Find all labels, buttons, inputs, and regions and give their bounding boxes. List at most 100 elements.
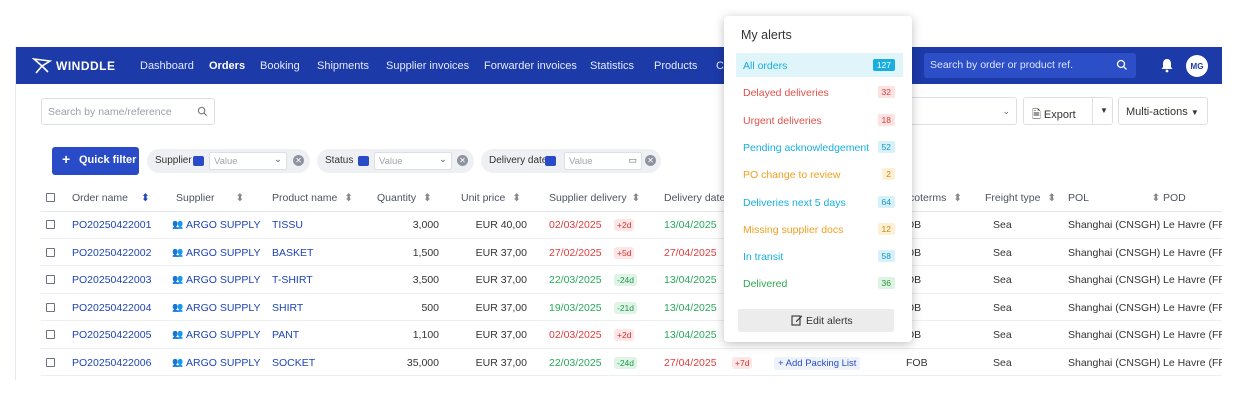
alert-label: Missing supplier docs	[743, 223, 844, 236]
brand-logo[interactable]: WINDDLE	[32, 57, 116, 74]
product-name-link[interactable]: SHIRT	[272, 301, 304, 314]
row-checkbox[interactable]	[46, 275, 55, 284]
order-search-input[interactable]: Search by name/reference	[41, 98, 215, 125]
alert-item[interactable]: PO change to review 2	[736, 162, 903, 186]
sort-icon: ⬍	[631, 192, 641, 204]
sort-icon: ⬍	[512, 192, 522, 204]
row-checkbox[interactable]	[46, 302, 55, 312]
supplier-name-link[interactable]: ARGO SUPPLY	[186, 329, 261, 341]
operator-icon[interactable]	[545, 156, 556, 166]
caret-down-icon: ▼	[1190, 108, 1199, 117]
alert-count-badge: 36	[877, 277, 895, 290]
order-name-link[interactable]: PO20250422003	[72, 274, 152, 286]
alert-item[interactable]: Missing supplier docs 12	[736, 217, 903, 241]
nav-dashboard[interactable]: Dashboard	[140, 60, 194, 72]
user-avatar[interactable]: MG	[1186, 55, 1208, 77]
row-checkbox[interactable]	[46, 247, 55, 257]
row-checkbox[interactable]	[46, 357, 55, 367]
product-name-link[interactable]: SOCKET	[272, 356, 316, 369]
column-header-quantity[interactable]: Quantity ⬍	[377, 192, 432, 204]
nav-forwarder-invoices[interactable]: Forwarder invoices	[484, 60, 577, 72]
alert-item[interactable]: In transit 58	[736, 244, 903, 268]
product-name-link[interactable]: TISSU	[272, 219, 303, 231]
row-checkbox[interactable]	[46, 330, 55, 339]
chevron-down-icon: ⌄	[439, 154, 447, 165]
supplier-name-link[interactable]: ARGO SUPPLY	[186, 246, 261, 259]
supplier-name-link[interactable]: ARGO SUPPLY	[186, 356, 261, 369]
nav-products[interactable]: Products	[654, 60, 698, 72]
nav-booking[interactable]: Booking	[260, 60, 300, 72]
bell-icon[interactable]	[1160, 58, 1174, 73]
clear-filter-icon[interactable]: ✕	[293, 155, 304, 166]
edit-alerts-button[interactable]: Edit alerts	[738, 309, 894, 332]
filter-placeholder: Value	[569, 156, 593, 167]
caret-down-icon[interactable]: ▼	[1100, 106, 1108, 115]
multi-actions-button[interactable]: Multi-actions ▼	[1118, 97, 1208, 125]
supplier-name-link[interactable]: ARGO SUPPLY	[186, 219, 261, 231]
column-header-freight-type[interactable]: Freight type ⬍	[985, 192, 1056, 204]
filter-chip-delivery-date[interactable]: Delivery date Value ▭ ✕	[481, 149, 661, 173]
unit-price-value: EUR 37,00	[475, 274, 527, 286]
column-header-delivery-date[interactable]: Delivery date	[664, 192, 726, 204]
pod-value: Le Havre (FRL	[1163, 219, 1222, 231]
order-name-link[interactable]: PO20250422001	[72, 219, 152, 231]
select-all-checkbox[interactable]	[46, 193, 55, 202]
filter-value-select[interactable]: Value ⌄	[374, 152, 452, 170]
unit-price-value: EUR 37,00	[475, 301, 527, 314]
nav-orders[interactable]: Orders	[209, 60, 246, 72]
order-name-link[interactable]: PO20250422002	[72, 246, 152, 259]
export-button[interactable]: 🗎 Export ▼	[1023, 97, 1113, 125]
column-header-supplier-delivery[interactable]: Supplier delivery ⬍	[549, 192, 640, 204]
product-name-link[interactable]: PANT	[272, 329, 300, 341]
column-header-pod[interactable]: POD	[1163, 192, 1186, 204]
nav-shipments[interactable]: Shipments	[317, 60, 369, 72]
sort-icon: ⬍	[140, 192, 150, 204]
product-name-link[interactable]: T-SHIRT	[272, 274, 313, 286]
freight-type-value: Sea	[993, 356, 1012, 369]
pol-value: Shanghai (CNSGH)	[1068, 274, 1161, 286]
global-search-input[interactable]: Search by order or product ref.	[924, 53, 1136, 78]
export-divider	[1092, 98, 1093, 124]
order-name-link[interactable]: PO20250422004	[72, 301, 152, 314]
header-label: Supplier delivery	[549, 192, 627, 204]
delivery-date: 13/04/2025	[664, 219, 717, 231]
clear-filter-icon[interactable]: ✕	[645, 155, 656, 166]
order-name-link[interactable]: PO20250422005	[72, 329, 152, 341]
supplier-people-icon: 👥	[172, 329, 184, 339]
alert-item[interactable]: Delivered 36	[736, 271, 903, 295]
filter-value-select[interactable]: Value ⌄	[209, 152, 287, 170]
clear-filter-icon[interactable]: ✕	[457, 155, 468, 166]
order-name-link[interactable]: PO20250422006	[72, 356, 152, 369]
alert-item[interactable]: All orders 127	[736, 53, 903, 77]
add-packing-list-button[interactable]: + Add Packing List	[774, 356, 861, 370]
filter-chip-status[interactable]: Status Value ⌄ ✕	[317, 149, 474, 173]
supplier-delivery-date: 19/03/2025	[549, 301, 602, 314]
column-header-supplier[interactable]: Supplier ⬍	[176, 192, 244, 204]
quick-filter-button[interactable]: + Quick filter	[52, 147, 139, 175]
supplier-name-link[interactable]: ARGO SUPPLY	[186, 274, 261, 286]
filter-chip-supplier[interactable]: Supplier Value ⌄ ✕	[147, 149, 310, 173]
alert-item[interactable]: Delayed deliveries 32	[736, 80, 903, 104]
alert-item[interactable]: Pending acknowledgement 52	[736, 135, 903, 159]
operator-icon[interactable]	[193, 156, 204, 166]
nav-supplier-invoices[interactable]: Supplier invoices	[386, 60, 470, 72]
row-checkbox[interactable]	[46, 220, 55, 229]
unit-price-value: EUR 40,00	[475, 219, 527, 231]
column-header-unit-price[interactable]: Unit price ⬍	[461, 192, 521, 204]
column-header-order-name[interactable]: Order name ⬍	[72, 192, 150, 204]
freight-type-value: Sea	[993, 329, 1012, 341]
alert-item[interactable]: Urgent deliveries 18	[736, 108, 903, 132]
sort-icon: ⬍	[344, 192, 354, 204]
operator-icon[interactable]	[358, 156, 369, 166]
alert-item[interactable]: Deliveries next 5 days 64	[736, 190, 903, 214]
column-header-incoterms[interactable]: coterms ⬍	[909, 192, 962, 204]
supplier-delay-badge: -24d	[614, 274, 638, 286]
column-header-pol[interactable]: POL ⬍	[1068, 192, 1160, 204]
header-label: Supplier	[176, 192, 215, 204]
date-value-input[interactable]: Value ▭	[564, 152, 642, 170]
view-select[interactable]: v ⌄	[896, 97, 1017, 125]
supplier-name-link[interactable]: ARGO SUPPLY	[186, 301, 261, 314]
column-header-product-name[interactable]: Product name ⬍	[272, 192, 353, 204]
nav-statistics[interactable]: Statistics	[590, 60, 635, 72]
product-name-link[interactable]: BASKET	[272, 246, 314, 259]
